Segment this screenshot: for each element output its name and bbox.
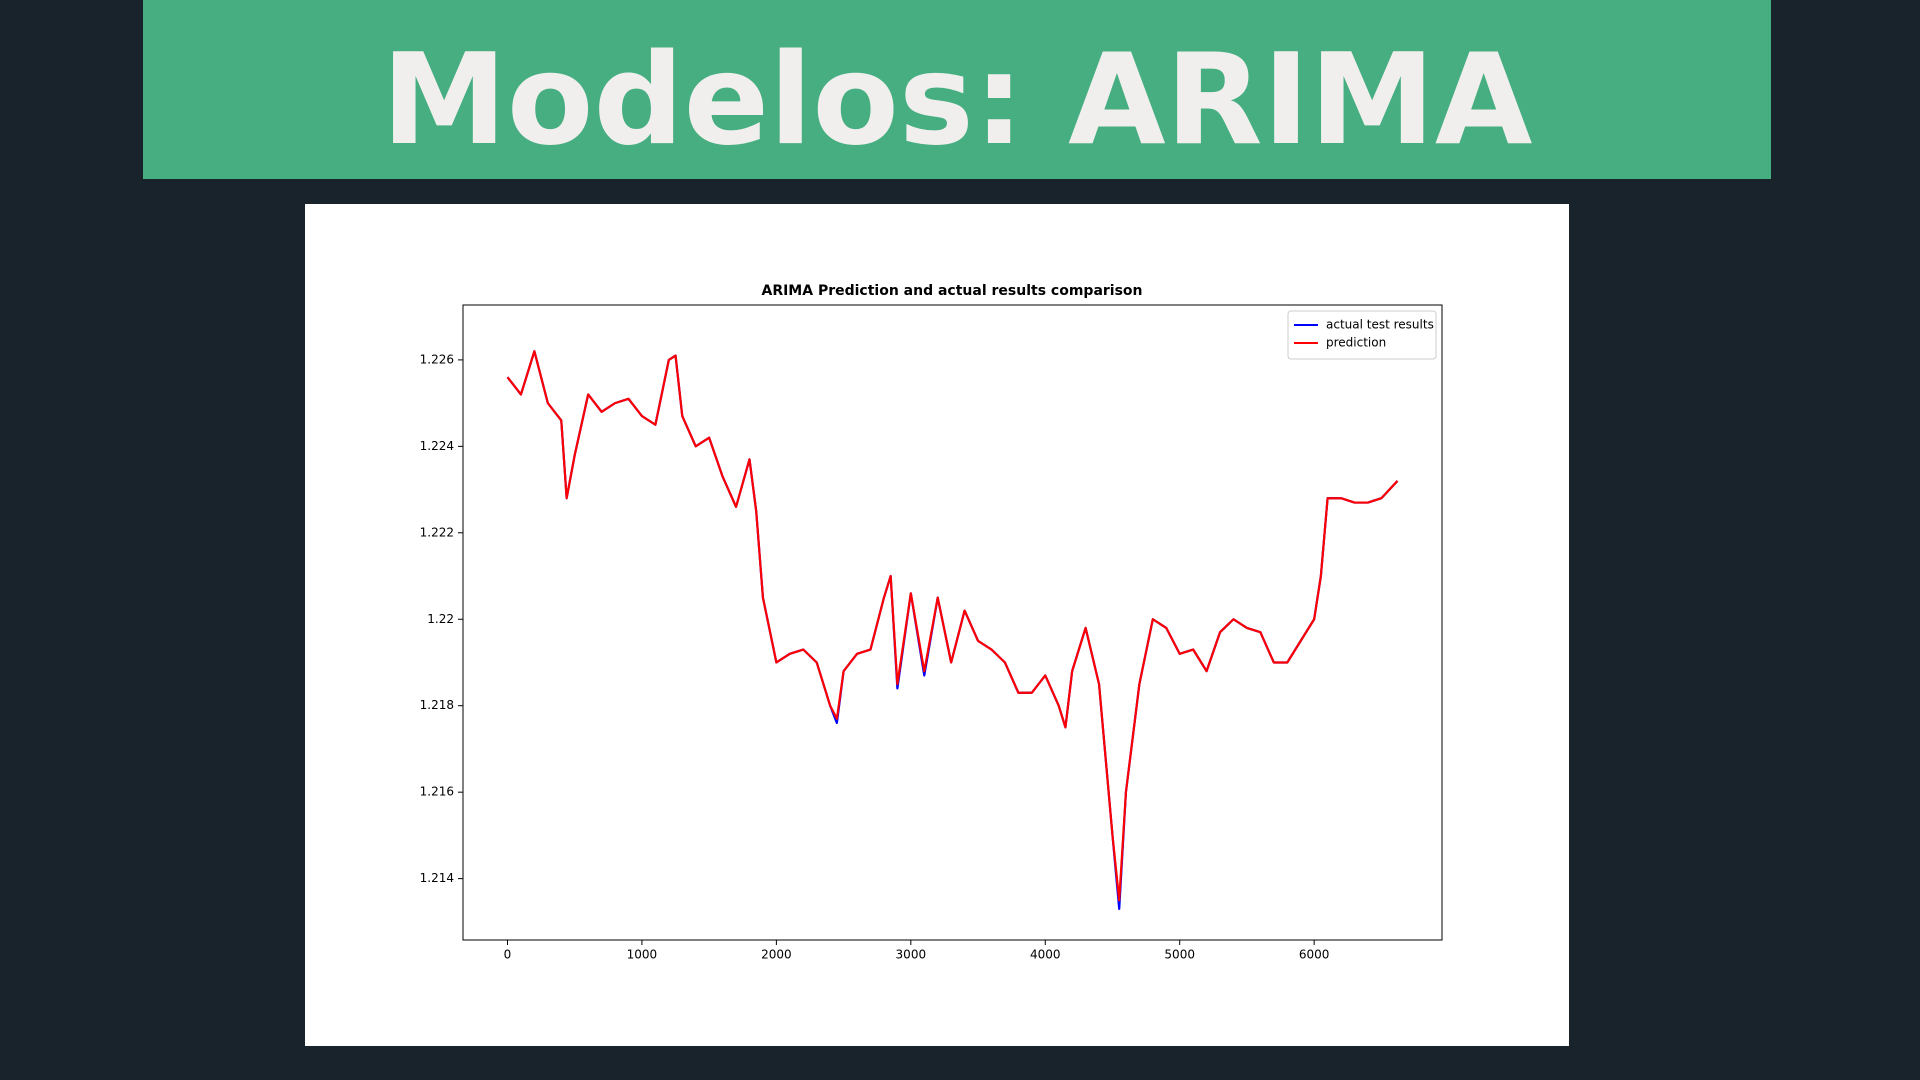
y-tick-label: 1.222 — [420, 525, 454, 539]
legend-label: actual test results — [1326, 318, 1434, 332]
x-tick-label: 3000 — [896, 948, 927, 962]
chart-panel: ARIMA Prediction and actual results comp… — [305, 204, 1569, 1046]
y-tick-label: 1.214 — [420, 871, 454, 885]
y-tick-label: 1.226 — [420, 352, 454, 366]
plot-frame — [462, 304, 1443, 941]
y-tick-label: 1.216 — [420, 785, 454, 799]
slide-title: Modelos: ARIMA — [381, 26, 1533, 173]
y-tick-label: 1.218 — [420, 698, 454, 712]
data-line — [506, 350, 1399, 910]
title-banner: Modelos: ARIMA — [143, 0, 1771, 179]
chart-title: ARIMA Prediction and actual results comp… — [761, 283, 1142, 299]
legend-box — [1287, 310, 1437, 360]
x-tick-label: 6000 — [1299, 948, 1330, 962]
x-tick-label: 1000 — [627, 948, 658, 962]
legend-label: prediction — [1326, 336, 1386, 350]
data-line — [506, 350, 1399, 902]
x-tick-label: 2000 — [761, 948, 792, 962]
x-tick-label: 5000 — [1164, 948, 1195, 962]
y-tick-label: 1.22 — [427, 612, 454, 626]
x-tick-label: 4000 — [1030, 948, 1061, 962]
y-tick-label: 1.224 — [420, 439, 454, 453]
chart: ARIMA Prediction and actual results comp… — [420, 283, 1443, 962]
x-tick-label: 0 — [504, 948, 512, 962]
